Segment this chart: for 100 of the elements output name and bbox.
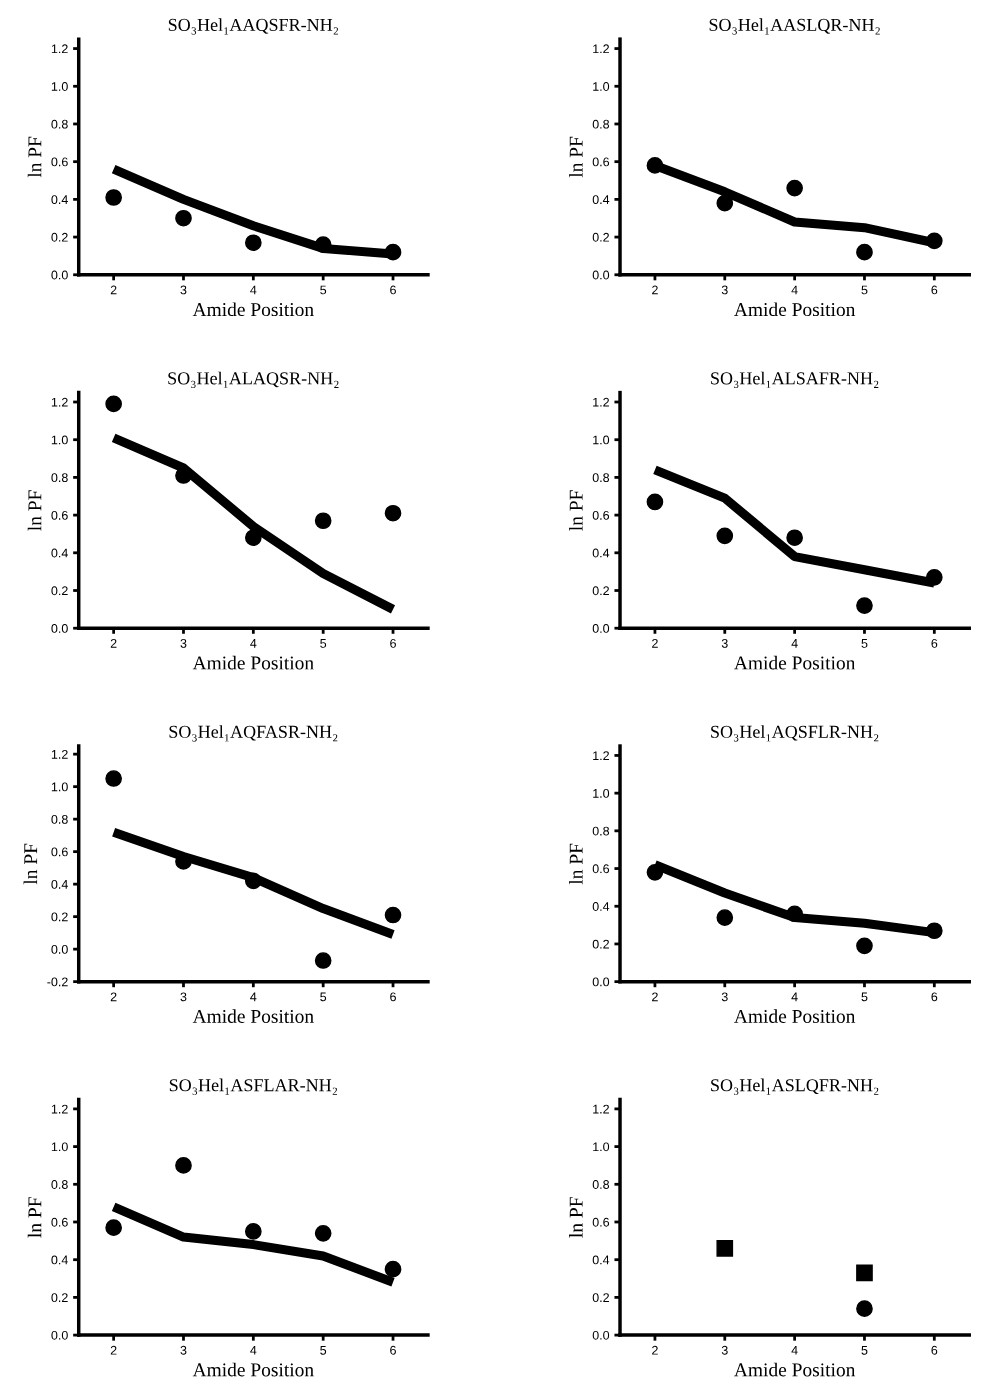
- point: [244, 872, 262, 890]
- y-axis-title: ln PF: [27, 136, 42, 178]
- y-tick-label: 0.4: [51, 195, 68, 205]
- y-tick-label: 0.2: [51, 586, 68, 596]
- x-tick-label: 3: [721, 285, 728, 295]
- x-tick-label: 4: [791, 1345, 798, 1355]
- y-tick-label: 1.0: [51, 1142, 68, 1152]
- y-tick-label: 0.2: [51, 1293, 68, 1303]
- y-axis-title: ln PF: [569, 136, 583, 178]
- point: [716, 194, 734, 212]
- x-tick-label: 5: [320, 285, 327, 295]
- y-tick-label: 0.4: [51, 1255, 68, 1265]
- x-tick-label: 5: [861, 1345, 868, 1355]
- chart-title: SO₃Hel₁ALSAFR-NH₂: [711, 371, 879, 388]
- x-tick-label: 5: [861, 285, 868, 295]
- point: [105, 1219, 122, 1236]
- y-tick-label: 0.4: [51, 548, 68, 558]
- y-tick-label: 0.6: [592, 864, 610, 874]
- point: [314, 1224, 332, 1242]
- point: [786, 905, 803, 923]
- y-tick-label: 1.0: [51, 435, 68, 445]
- point: [786, 529, 803, 547]
- point: [384, 1260, 402, 1278]
- y-axis-title: ln PF: [27, 1197, 42, 1238]
- y-tick-label: 0.0: [51, 944, 68, 954]
- y-tick-label: 0.2: [51, 912, 68, 922]
- point: [314, 512, 332, 530]
- y-axis-title: ln PF: [23, 843, 38, 885]
- y-tick-label: 0.0: [51, 270, 68, 280]
- y-tick-label: -0.2: [47, 977, 68, 987]
- y-axis-title: ln PF: [569, 843, 583, 885]
- y-tick-label: 0.8: [51, 473, 68, 483]
- y-tick-label: 0.2: [592, 232, 609, 242]
- point: [925, 922, 943, 940]
- point: [384, 906, 402, 924]
- x-tick-label: 6: [390, 992, 396, 1002]
- point: [105, 189, 122, 206]
- point: [786, 179, 803, 197]
- y-tick-label: 0.6: [51, 847, 68, 857]
- y-tick-label: 1.2: [593, 397, 609, 407]
- point: [856, 597, 873, 614]
- x-tick-label: 5: [861, 992, 868, 1002]
- x-tick-label: 5: [320, 639, 327, 648]
- x-tick-label: 2: [110, 992, 117, 1002]
- point: [646, 493, 664, 511]
- y-tick-label: 1.2: [593, 44, 609, 54]
- point: [856, 243, 873, 261]
- y-tick-label: 0.2: [592, 1293, 609, 1303]
- y-tick-label: 0.6: [51, 157, 68, 167]
- point: [925, 568, 943, 586]
- y-tick-label: 1.0: [593, 788, 610, 798]
- x-tick-label: 2: [652, 285, 658, 295]
- chart-title: SO₃Hel₁AQSFLR-NH₂: [711, 725, 879, 742]
- point: [105, 395, 122, 413]
- x-axis-title: Amide Position: [734, 1362, 856, 1377]
- x-axis-title: Amide Position: [734, 1009, 856, 1023]
- y-tick-label: 1.2: [593, 751, 609, 760]
- x-tick-label: 6: [390, 285, 396, 295]
- x-tick-label: 3: [180, 638, 187, 648]
- chart-title: SO₃Hel₁AAQSFR-NH₂: [168, 18, 339, 35]
- point: [646, 157, 664, 174]
- x-tick-label: 3: [721, 992, 728, 1002]
- y-tick-label: 0.2: [51, 232, 68, 242]
- y-tick-label: 0.8: [51, 1180, 68, 1189]
- y-tick-label: 0.0: [51, 1330, 68, 1340]
- x-axis-title: Amide Position: [734, 655, 856, 670]
- x-tick-label: 3: [721, 638, 728, 648]
- x-tick-label: 4: [250, 1345, 257, 1355]
- x-tick-label: 6: [931, 285, 938, 295]
- x-axis-title: Amide Position: [192, 302, 314, 317]
- point: [175, 1157, 192, 1174]
- x-tick-label: 4: [250, 639, 257, 648]
- y-axis-title: ln PF: [569, 490, 583, 531]
- x-tick-label: 6: [931, 992, 938, 1002]
- chart-title: SO₃Hel₁AQFASR-NH₂: [169, 725, 338, 742]
- point: [384, 504, 402, 522]
- point: [716, 527, 734, 545]
- point: [175, 209, 192, 227]
- y-tick-label: 0.4: [592, 195, 610, 205]
- point: [105, 770, 122, 787]
- y-tick-label: 1.2: [51, 397, 68, 407]
- x-tick-label: 5: [320, 992, 327, 1002]
- x-tick-label: 4: [250, 285, 257, 295]
- y-axis-title: ln PF: [569, 1197, 583, 1238]
- y-tick-label: 0.8: [51, 119, 68, 129]
- x-tick-label: 3: [721, 1345, 728, 1355]
- point: [856, 1300, 873, 1318]
- point: [244, 234, 262, 252]
- y-tick-label: 0.8: [592, 473, 610, 483]
- point: [646, 863, 664, 881]
- y-tick-label: 1.2: [51, 1104, 68, 1114]
- y-tick-label: 1.0: [51, 82, 68, 91]
- y-tick-label: 0.6: [592, 1217, 610, 1227]
- y-tick-label: 1.0: [51, 782, 68, 792]
- point: [925, 232, 943, 250]
- x-tick-label: 3: [180, 285, 187, 295]
- y-tick-label: 0.0: [592, 624, 610, 633]
- x-tick-label: 4: [250, 992, 257, 1002]
- y-tick-label: 0.0: [592, 977, 610, 987]
- x-tick-label: 3: [180, 1345, 187, 1355]
